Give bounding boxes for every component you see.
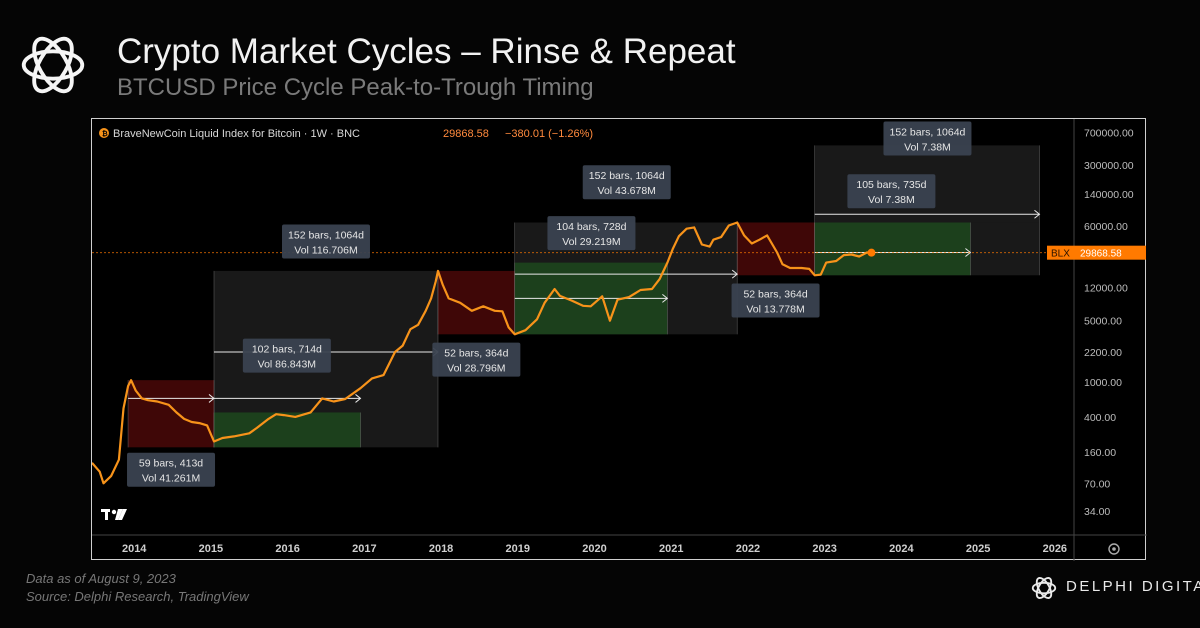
x-tick-label: 2025 — [966, 543, 990, 555]
page-title: Crypto Market Cycles – Rinse & Repeat — [117, 32, 736, 71]
annotation-vol: Vol 41.261M — [142, 473, 200, 485]
delphi-logo-icon — [21, 36, 85, 94]
bitcoin-icon — [99, 128, 109, 138]
bear-zone — [128, 380, 214, 448]
x-tick-label: 2019 — [506, 543, 530, 555]
cycle-annotation: 52 bars, 364d Vol 13.778M — [731, 283, 820, 318]
tradingview-icon — [101, 509, 127, 520]
y-tick-label: 12000.00 — [1084, 282, 1128, 294]
x-tick-label: 2022 — [736, 543, 760, 555]
last-price-badge-label: BLX — [1051, 249, 1070, 260]
price-chart[interactable]: 59 bars, 413d Vol 41.261M 102 bars, 714d Vo… — [92, 119, 1147, 561]
cycle-annotation: 102 bars, 714d Vol 86.843M — [242, 338, 331, 373]
cycle-annotation: 52 bars, 364d Vol 28.796M — [432, 342, 521, 377]
x-tick-label: 2021 — [659, 543, 683, 555]
annotation-bars: 105 bars, 735d — [856, 179, 926, 191]
annotation-vol: Vol 7.38M — [868, 194, 915, 206]
x-tick-label: 2024 — [889, 543, 914, 555]
bull-zone — [213, 412, 361, 448]
chart-legend-change: −380.01 (−1.26%) — [505, 128, 593, 140]
annotation-bars: 104 bars, 728d — [556, 221, 626, 233]
last-price-badge: BLX 29868.58 — [1047, 245, 1146, 260]
settings-icon[interactable] — [1108, 543, 1120, 555]
cycle-annotation: 152 bars, 1064d Vol 43.678M — [582, 165, 671, 200]
cycle-annotation: 152 bars, 1064d Vol 116.706M — [281, 224, 370, 259]
cycle-annotation: 105 bars, 735d Vol 7.38M — [847, 174, 936, 209]
cycle-annotation: 152 bars, 1064d Vol 7.38M — [883, 121, 972, 156]
chart-legend: ₿ BraveNewCoin Liquid Index for Bitcoin … — [99, 128, 593, 140]
y-tick-label: 60000.00 — [1084, 221, 1128, 233]
annotation-bars: 152 bars, 1064d — [890, 126, 966, 138]
annotation-bars: 52 bars, 364d — [444, 348, 508, 360]
cycle-arrow-head — [731, 269, 739, 279]
cycle-arrow-head — [662, 293, 669, 303]
x-tick-label: 2023 — [812, 543, 836, 555]
y-tick-label: 140000.00 — [1084, 189, 1134, 201]
annotation-vol: Vol 116.706M — [294, 245, 357, 257]
annotation-bars: 152 bars, 1064d — [288, 230, 364, 242]
svg-text:₿: ₿ — [102, 130, 108, 138]
annotation-vol: Vol 43.678M — [598, 185, 656, 197]
y-tick-label: 2200.00 — [1084, 347, 1122, 359]
data-date-note: Data as of August 9, 2023 — [26, 571, 176, 586]
cycle-annotation: 104 bars, 728d Vol 29.219M — [547, 216, 636, 251]
x-tick-label: 2018 — [429, 543, 453, 555]
annotation-vol: Vol 86.843M — [258, 359, 316, 371]
annotation-bars: 152 bars, 1064d — [589, 170, 665, 182]
x-tick-label: 2017 — [352, 543, 376, 555]
y-tick-label: 300000.00 — [1084, 160, 1134, 172]
delphi-logo-icon — [1031, 576, 1057, 600]
chart-legend-value: 29868.58 — [443, 128, 489, 140]
annotation-box — [883, 121, 972, 156]
annotation-vol: Vol 29.219M — [562, 236, 620, 248]
chart-legend-title: BraveNewCoin Liquid Index for Bitcoin · … — [113, 128, 360, 140]
annotation-bars: 59 bars, 413d — [139, 458, 203, 470]
annotation-box — [127, 452, 216, 487]
cycle-arrow-head — [355, 394, 362, 403]
x-tick-label: 2014 — [122, 543, 147, 555]
annotation-box — [847, 174, 936, 209]
x-tick-label: 2015 — [199, 543, 223, 555]
y-tick-label: 700000.00 — [1084, 128, 1134, 140]
chart-panel[interactable]: 59 bars, 413d Vol 41.261M 102 bars, 714d Vo… — [91, 118, 1147, 561]
y-tick-label: 70.00 — [1084, 478, 1110, 490]
annotation-vol: Vol 13.778M — [746, 304, 804, 316]
annotation-vol: Vol 7.38M — [904, 141, 951, 153]
source-note: Source: Delphi Research, TradingView — [26, 589, 249, 604]
y-tick-label: 160.00 — [1084, 447, 1116, 459]
cycle-annotation: 59 bars, 413d Vol 41.261M — [127, 452, 216, 487]
cycle-arrow-head — [965, 248, 972, 257]
y-tick-label: 1000.00 — [1084, 377, 1122, 389]
annotation-vol: Vol 28.796M — [447, 363, 505, 375]
bull-zone — [814, 222, 971, 276]
y-tick-label: 400.00 — [1084, 412, 1116, 424]
annotation-box — [432, 342, 521, 377]
y-tick-label: 34.00 — [1084, 506, 1110, 518]
annotation-box — [281, 224, 370, 259]
x-tick-label: 2026 — [1043, 543, 1067, 555]
x-tick-label: 2016 — [275, 543, 299, 555]
x-tick-label: 2020 — [582, 543, 606, 555]
cycle-arrow-head — [1034, 209, 1041, 219]
annotation-bars: 52 bars, 364d — [743, 289, 807, 301]
brand-name: DELPHI DIGITAL — [1066, 578, 1200, 595]
x-axis: 2014 2015 2016 2017 2018 2019 2020 2021 2022 2023… — [122, 543, 1067, 555]
page-subtitle: BTCUSD Price Cycle Peak-to-Trough Timing — [117, 74, 594, 101]
last-price-dot — [867, 248, 876, 257]
annotation-box — [242, 338, 331, 373]
y-tick-label: 5000.00 — [1084, 316, 1122, 328]
annotation-box — [731, 283, 820, 318]
bear-zone — [438, 270, 515, 335]
price-line — [92, 221, 872, 485]
annotation-box — [547, 216, 636, 251]
last-price-badge-value: 29868.58 — [1080, 249, 1122, 260]
cycle-annotations: 59 bars, 413d Vol 41.261M 102 bars, 714d Vo… — [127, 121, 972, 487]
annotation-box — [582, 165, 671, 200]
y-axis: 700000.00 300000.00 140000.00 60000.00 12000… — [1084, 128, 1134, 518]
annotation-bars: 102 bars, 714d — [252, 344, 322, 356]
